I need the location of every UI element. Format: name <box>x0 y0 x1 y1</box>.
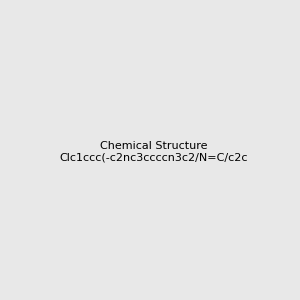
Text: Chemical Structure
Clc1ccc(-c2nc3ccccn3c2/N=C/c2c: Chemical Structure Clc1ccc(-c2nc3ccccn3c… <box>59 141 248 162</box>
